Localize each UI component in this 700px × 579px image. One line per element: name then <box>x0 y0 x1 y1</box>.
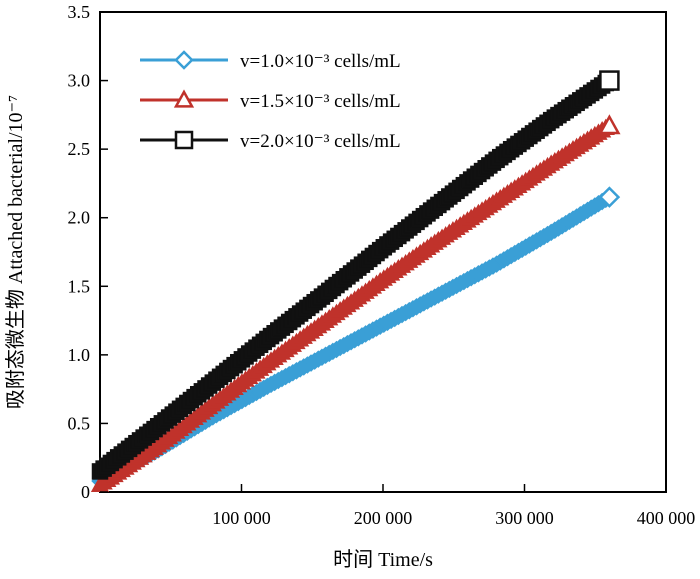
y-tick-label: 0 <box>81 482 90 502</box>
legend-marker-square <box>174 130 194 150</box>
legend-marker-triangle <box>173 89 195 108</box>
series-triangle <box>90 114 621 492</box>
y-tick-label: 0.5 <box>68 413 91 433</box>
x-tick-label: 100 000 <box>212 508 271 528</box>
x-tick-label: 400 000 <box>637 508 696 528</box>
y-tick-label: 1.0 <box>68 345 91 365</box>
y-tick-label: 2.0 <box>68 208 91 228</box>
legend-label: v=1.5×10⁻³ cells/mL <box>240 91 401 112</box>
x-tick-label: 200 000 <box>354 508 413 528</box>
y-tick-label: 1.5 <box>68 276 91 296</box>
data-point-end <box>598 114 621 135</box>
data-point-end <box>598 186 621 208</box>
y-tick-label: 3.0 <box>68 71 91 91</box>
x-axis-ticks: 100 000 200 000 300 000 400 000 <box>212 484 695 528</box>
series-square <box>91 70 620 480</box>
y-tick-label: 2.5 <box>68 139 91 159</box>
chart-marks <box>90 70 621 492</box>
x-axis-title: 时间 Time/s <box>333 548 433 571</box>
legend-marker-diamond <box>174 50 194 70</box>
y-axis-title: 吸附态微生物 Attached bacterial/10⁻⁷ <box>4 95 27 409</box>
y-axis-ticks: 0 0.5 1.0 1.5 2.0 2.5 3.0 3.5 <box>68 2 108 502</box>
x-tick-label: 300 000 <box>495 508 554 528</box>
legend-label: v=1.0×10⁻³ cells/mL <box>240 51 401 72</box>
y-tick-label: 3.5 <box>68 2 91 22</box>
data-point-end <box>599 70 620 91</box>
legend-label: v=2.0×10⁻³ cells/mL <box>240 131 401 152</box>
legend: v=1.0×10⁻³ cells/mL v=1.5×10⁻³ cells/mL v=… <box>140 50 401 152</box>
